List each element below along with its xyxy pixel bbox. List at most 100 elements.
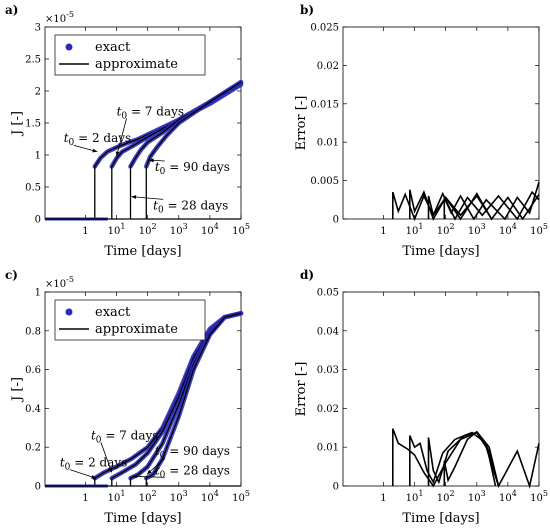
panel-label: b): [300, 3, 314, 17]
y-tick-label: 0.05: [317, 288, 339, 299]
annotation-label: t0 = 90 days: [155, 160, 230, 177]
approx-series-3: [145, 81, 242, 219]
x-tick-label: 102: [139, 222, 157, 237]
annotation-arrow: [69, 469, 97, 479]
annotation-label: t0 = 7 days: [117, 104, 184, 121]
y-tick-label: 0: [35, 215, 41, 226]
panel-label: d): [300, 268, 314, 282]
annotation-arrowhead: [148, 158, 154, 163]
annotation-arrowhead: [92, 148, 98, 153]
y-axis-label: J [-]: [10, 111, 25, 137]
panel-label: c): [5, 268, 18, 282]
annotation-label: t0 = 2 days: [64, 131, 131, 148]
x-tick-label: 105: [530, 489, 548, 504]
y-tick-label: 0.8: [25, 326, 41, 337]
error-series-2: [427, 431, 500, 487]
panel-d: d) 1 101 102 103 104 105 0 0.01 0.02 0.03 0.04 0.05 T…: [294, 268, 548, 526]
x-axis-label: Time [days]: [402, 244, 479, 259]
x-axis-label: Time [days]: [104, 511, 181, 526]
annotation-arrow: [100, 442, 113, 473]
x-tick-label: 101: [108, 489, 126, 504]
annotation-arrowhead: [91, 474, 97, 479]
annotation-arrowhead: [132, 474, 137, 479]
error-series-0: [392, 191, 540, 222]
x-tick-label: 103: [468, 489, 486, 504]
y-tick-label: 0.015: [310, 99, 339, 110]
x-tick-label: 103: [170, 489, 188, 504]
x-tick-label: 101: [406, 489, 424, 504]
y-tick-label: 1.5: [25, 119, 41, 130]
y-axis-label: Error [-]: [294, 362, 309, 417]
error-series-1: [409, 189, 493, 221]
annotation-label: t0 = 28 days: [153, 198, 228, 215]
y-axis-label: J [-]: [10, 377, 25, 403]
annotation-arrow: [131, 196, 164, 200]
x-tick-label: 104: [499, 489, 517, 504]
y-tick-label: 0.02: [317, 404, 339, 415]
x-tick-label: 103: [468, 222, 486, 237]
y-tick-label: 1: [35, 288, 41, 299]
x-tick-label: 104: [201, 489, 219, 504]
error-series-3: [443, 181, 540, 221]
x-tick-label: 1: [380, 493, 386, 504]
x-axis-label: Time [days]: [402, 511, 479, 526]
y-tick-label: 0.005: [310, 176, 339, 187]
y-multiplier: ×10-5: [45, 10, 74, 25]
y-tick-label: 2: [35, 87, 41, 98]
x-axis-label: Time [days]: [104, 244, 181, 259]
legend-label-exact: exact: [95, 40, 131, 55]
plot-frame: [342, 26, 540, 220]
y-tick-label: 0.01: [317, 443, 339, 454]
x-tick-label: 1: [82, 493, 88, 504]
legend-label-exact: exact: [95, 305, 131, 320]
y-tick-label: 2.5: [25, 55, 41, 66]
y-tick-label: 1: [35, 151, 41, 162]
annotation-arrowhead: [115, 151, 120, 157]
x-tick-label: 105: [232, 489, 250, 504]
annotation-arrow: [116, 118, 127, 157]
y-axis-label: Error [-]: [294, 96, 309, 151]
y-tick-label: 0: [333, 482, 339, 493]
x-tick-label: 102: [437, 489, 455, 504]
annotation-label: t0 = 7 days: [91, 428, 158, 445]
x-tick-label: 102: [139, 489, 157, 504]
x-tick-label: 102: [437, 222, 455, 237]
panel-a: a) 1 101 102 103 104 105 0 0.5 1 1.5 2 2.5 3 Time [day…: [5, 3, 250, 259]
legend-box: [54, 299, 206, 341]
y-tick-label: 0.6: [25, 365, 41, 376]
x-tick-label: 1: [380, 226, 386, 237]
x-tick-label: 105: [530, 222, 548, 237]
annotation-arrowhead: [146, 469, 152, 475]
annotation-arrowhead: [108, 467, 113, 473]
legend-box: [54, 34, 206, 76]
panel-label: a): [5, 3, 18, 17]
panel-c: c) 1 101 102 103 104 105 0 0.2 0.4 0.6 0.8 1 Time [da…: [5, 268, 250, 526]
x-tick-label: 101: [108, 222, 126, 237]
x-tick-label: 101: [406, 222, 424, 237]
y-tick-label: 0.04: [317, 326, 339, 337]
x-tick-label: 1: [82, 226, 88, 237]
x-tick-label: 104: [499, 222, 517, 237]
legend-marker-exact: [65, 308, 73, 316]
y-tick-label: 0.02: [317, 61, 339, 72]
annotation-label: t0 = 28 days: [155, 463, 230, 480]
error-series-2: [427, 190, 540, 221]
y-tick-label: 0.01: [317, 138, 339, 149]
x-tick-label: 105: [232, 222, 250, 237]
y-tick-label: 0: [35, 482, 41, 493]
plot-frame: [342, 291, 540, 487]
legend-marker-exact: [65, 43, 73, 51]
y-tick-label: 3: [35, 23, 41, 34]
error-series-1: [409, 431, 497, 487]
x-tick-label: 104: [201, 222, 219, 237]
legend-label-approx: approximate: [95, 57, 178, 72]
y-tick-label: 0.4: [25, 404, 41, 415]
annotation-arrow: [132, 475, 165, 478]
panel-b: b) 1 101 102 103 104 105 0 0.005 0.01 0.015 0.02 0.0…: [294, 3, 548, 259]
legend-label-approx: approximate: [95, 322, 178, 337]
y-tick-label: 0.5: [25, 183, 41, 194]
y-tick-label: 0: [333, 215, 339, 226]
annotation-label: t0 = 90 days: [155, 444, 230, 461]
y-multiplier: ×10-5: [45, 275, 74, 290]
